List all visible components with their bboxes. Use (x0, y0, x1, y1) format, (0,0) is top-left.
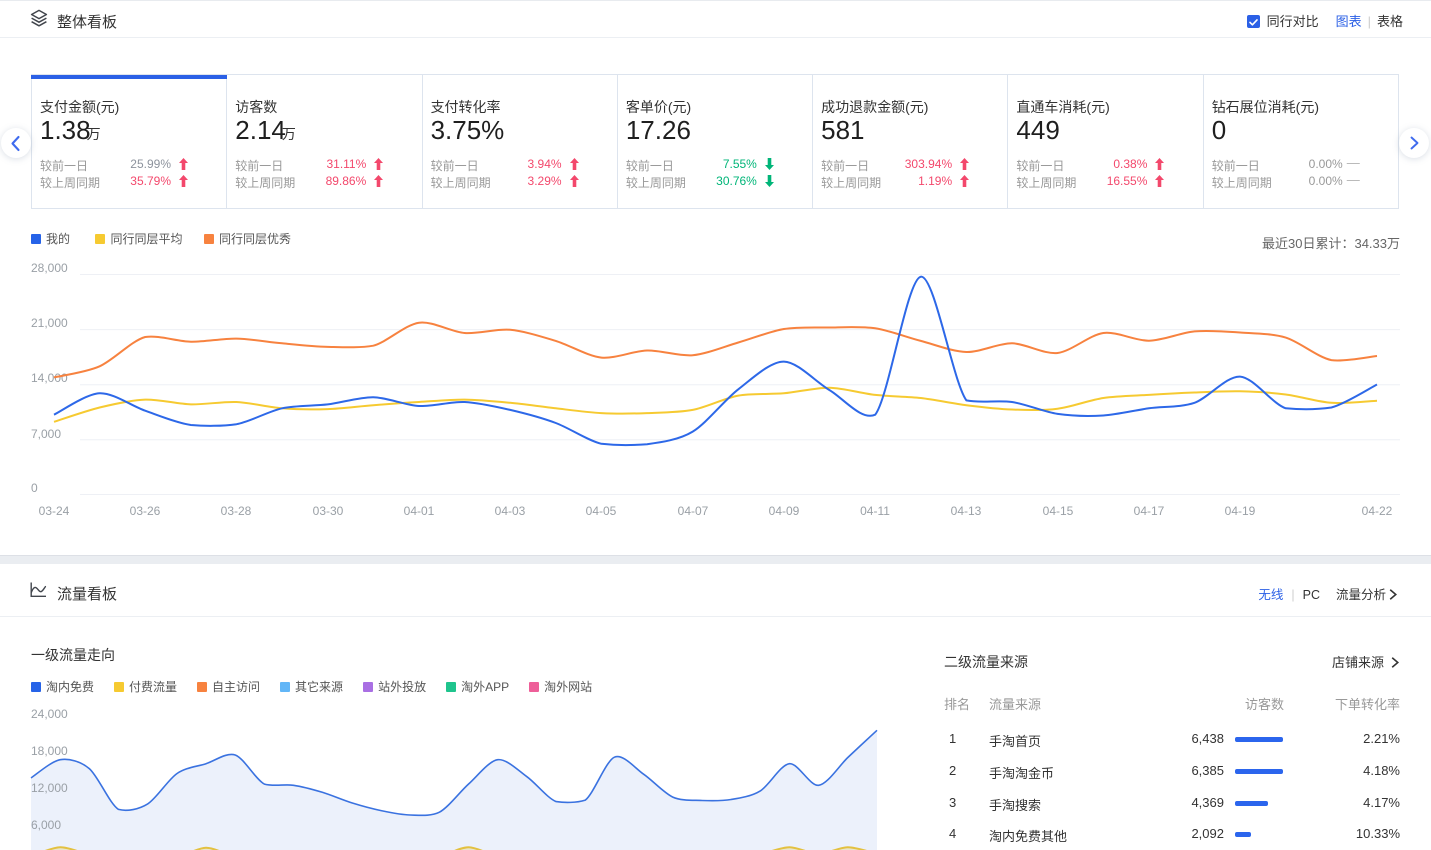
svg-text:04-11: 04-11 (860, 504, 890, 518)
svg-text:03-28: 03-28 (221, 504, 252, 518)
svg-text:6,000: 6,000 (31, 818, 61, 832)
svg-text:21,000: 21,000 (31, 316, 68, 330)
svg-text:0: 0 (31, 481, 38, 495)
svg-text:04-15: 04-15 (1043, 504, 1074, 518)
svg-text:04-22: 04-22 (1362, 504, 1393, 518)
svg-text:03-30: 03-30 (313, 504, 344, 518)
svg-text:14,000: 14,000 (31, 371, 68, 385)
svg-text:04-09: 04-09 (769, 504, 800, 518)
svg-text:18,000: 18,000 (31, 744, 68, 758)
svg-text:03-26: 03-26 (130, 504, 161, 518)
svg-text:04-07: 04-07 (678, 504, 709, 518)
svg-text:12,000: 12,000 (31, 781, 68, 795)
svg-text:7,000: 7,000 (31, 427, 61, 441)
svg-text:04-03: 04-03 (495, 504, 526, 518)
svg-text:04-01: 04-01 (404, 504, 435, 518)
svg-text:24,000: 24,000 (31, 707, 68, 721)
svg-text:04-19: 04-19 (1225, 504, 1256, 518)
svg-text:04-17: 04-17 (1134, 504, 1165, 518)
svg-text:04-05: 04-05 (586, 504, 617, 518)
svg-text:03-24: 03-24 (39, 504, 70, 518)
svg-text:04-13: 04-13 (951, 504, 982, 518)
svg-text:28,000: 28,000 (31, 261, 68, 275)
